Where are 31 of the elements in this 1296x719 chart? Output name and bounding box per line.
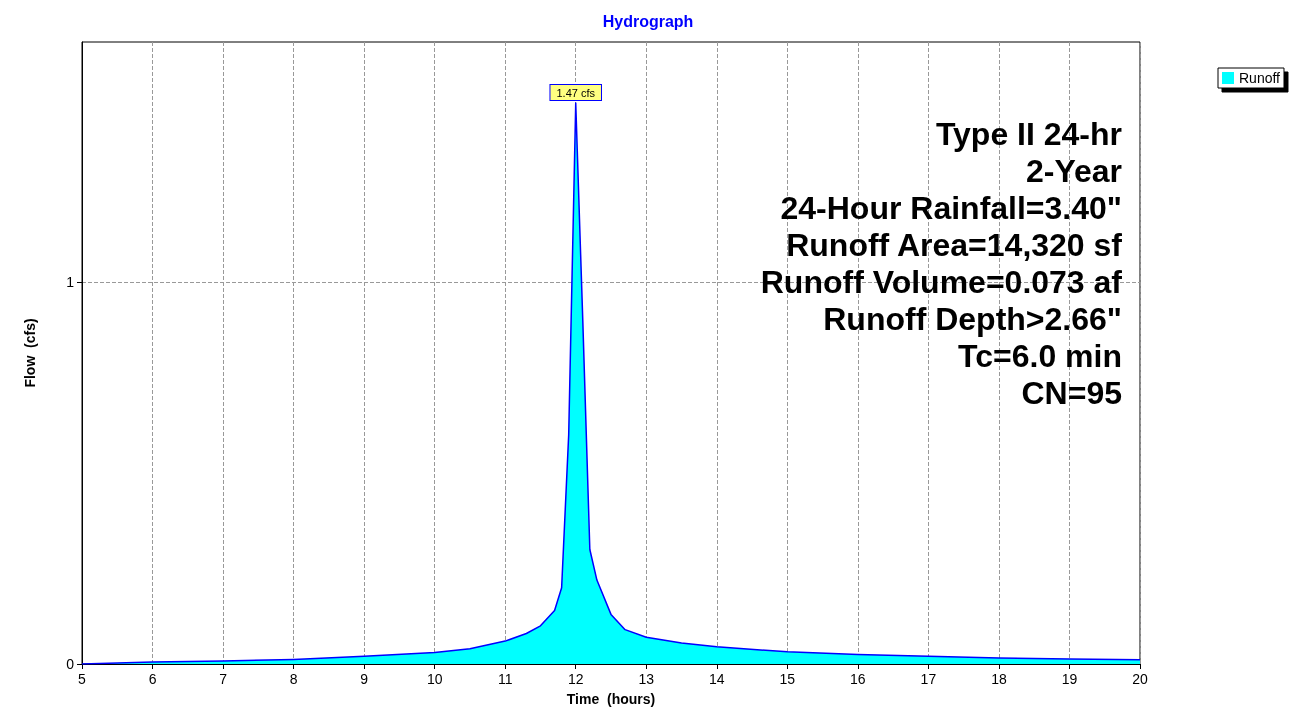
annotation: 1.47 cfs (556, 86, 596, 99)
annotation: Type II 24-hr (935, 116, 1122, 152)
x-tick-label: 10 (426, 671, 443, 687)
x-tick-label: 7 (219, 671, 228, 687)
legend-label: Runoff (1239, 70, 1281, 86)
chart-title: Hydrograph (602, 12, 694, 30)
x-tick-label: 5 (78, 671, 87, 687)
x-tick-label: 15 (779, 671, 796, 687)
x-tick-label: 19 (1061, 671, 1078, 687)
y-tick-label: 0 (66, 656, 75, 672)
x-tick-label: 13 (638, 671, 655, 687)
annotation: Runoff Depth>2.66" (823, 301, 1122, 337)
x-tick-label: 9 (360, 671, 369, 687)
x-axis-title: Time (hours) (566, 691, 656, 707)
x-tick-label: 11 (497, 671, 513, 687)
y-tick-label: 1 (66, 274, 75, 291)
x-tick-label: 12 (567, 671, 584, 687)
x-tick-label: 14 (709, 671, 725, 687)
x-tick-label: 8 (289, 671, 298, 687)
x-tick-label: 20 (1132, 671, 1148, 687)
annotation: 24-Hour Rainfall=3.40" (780, 190, 1122, 226)
annotation: Runoff Volume=0.073 af (760, 264, 1123, 300)
x-tick-label: 16 (850, 671, 866, 687)
y-axis-title: Flow (cfs) (22, 318, 38, 388)
x-tick-label: 18 (991, 671, 1007, 687)
x-tick-label: 17 (920, 671, 937, 687)
annotation: 2-Year (1025, 153, 1122, 189)
annotation: Runoff Area=14,320 sf (786, 227, 1123, 263)
annotation: CN=95 (1021, 375, 1122, 411)
x-tick-label: 6 (148, 671, 157, 687)
annotation: Tc=6.0 min (958, 338, 1122, 374)
